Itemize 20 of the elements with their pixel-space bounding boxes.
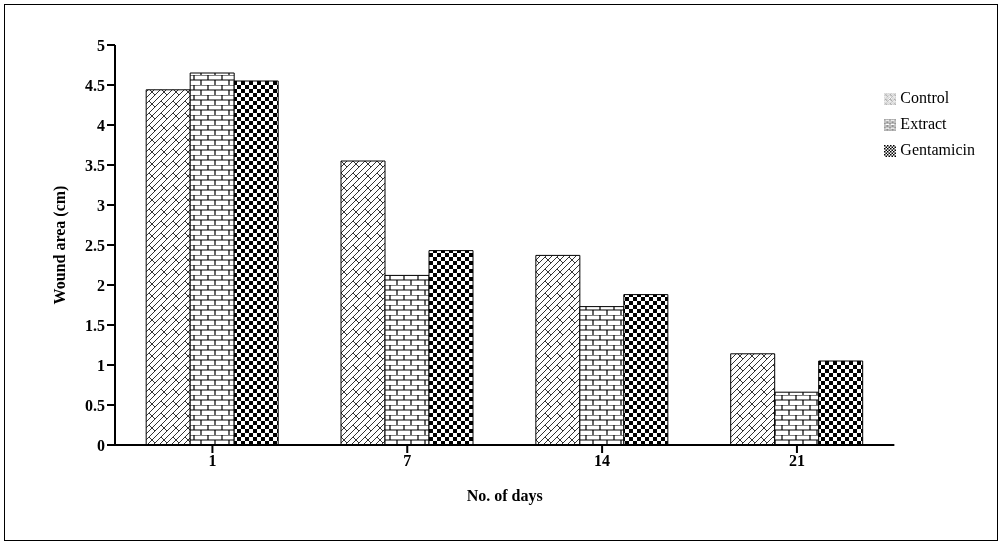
y-tick-label: 4.5	[85, 76, 105, 94]
x-tick-label: 14	[594, 452, 611, 470]
legend-label: Extract	[900, 115, 947, 132]
legend-label: Gentamicin	[900, 141, 975, 158]
legend-label: Control	[900, 89, 950, 106]
y-tick-label: 4	[97, 116, 105, 134]
y-axis-title: Wound area (cm)	[50, 185, 69, 305]
x-axis-title: No. of days	[466, 487, 543, 505]
y-tick-label: 0.5	[85, 396, 105, 414]
y-tick-label: 0	[97, 436, 105, 454]
x-tick-label: 1	[208, 452, 217, 470]
y-tick-label: 1	[97, 356, 105, 374]
x-tick-label: 7	[403, 452, 412, 470]
y-tick-label: 2	[97, 276, 105, 294]
y-tick-label: 3	[97, 196, 105, 214]
y-tick-label: 1.5	[85, 316, 105, 334]
x-tick-label: 21	[788, 452, 805, 470]
y-tick-label: 2.5	[85, 236, 105, 254]
y-tick-label: 5	[97, 36, 105, 54]
y-tick-label: 3.5	[85, 156, 105, 174]
